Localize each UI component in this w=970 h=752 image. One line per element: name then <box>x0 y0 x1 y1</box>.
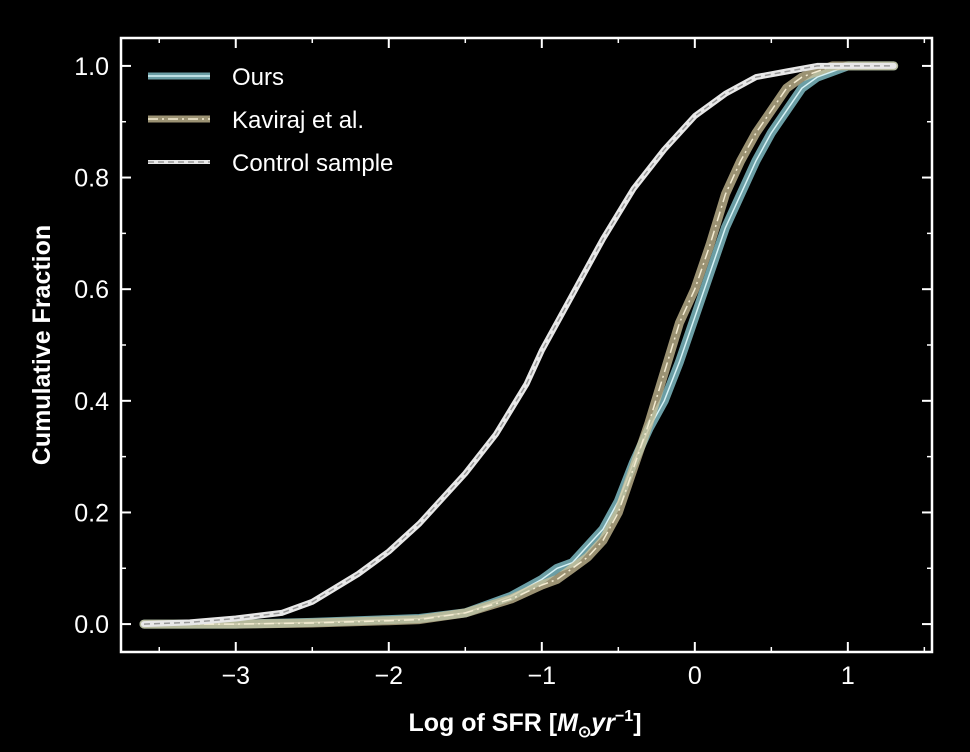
legend-label: Kaviraj et al. <box>232 107 364 134</box>
x-tick-label: −2 <box>375 662 404 690</box>
y-tick-label: 0.2 <box>74 499 109 527</box>
x-axis-label-close: ] <box>633 709 641 737</box>
x-axis-ticks: −3 −2 −1 0 1 <box>158 38 926 690</box>
y-tick-label: 0.6 <box>74 276 109 304</box>
legend-label: Control sample <box>232 150 393 177</box>
series-line-center-1 <box>144 65 894 625</box>
x-axis-label-unit2: yr <box>589 709 616 737</box>
x-axis-label: Log of SFR [M⊙yr−1] <box>408 708 641 741</box>
x-axis-label-sup: −1 <box>615 708 633 725</box>
x-tick-label: 1 <box>841 662 855 690</box>
plot-area <box>139 61 899 629</box>
x-tick-label: −1 <box>528 662 557 690</box>
x-tick-label: −3 <box>222 662 251 690</box>
series-line-center-2 <box>143 65 894 625</box>
legend-label: Ours <box>232 64 284 91</box>
x-axis-label-main: Log of SFR [ <box>408 709 557 737</box>
y-tick-label: 0.8 <box>74 165 109 193</box>
x-axis-label-sub: ⊙ <box>578 724 591 741</box>
x-tick-label: 0 <box>688 662 702 690</box>
y-tick-label: 1.0 <box>74 53 109 81</box>
x-axis-label-unit: M <box>557 709 579 737</box>
legend: Ours Kaviraj et al. Control sample <box>148 64 393 177</box>
y-tick-label: 0.4 <box>74 388 109 416</box>
plot-frame <box>119 36 934 654</box>
y-axis-ticks: 0.0 0.2 0.4 0.6 0.8 1.0 <box>74 53 932 639</box>
y-tick-label: 0.0 <box>74 611 109 639</box>
y-axis-label: Cumulative Fraction <box>28 225 56 465</box>
